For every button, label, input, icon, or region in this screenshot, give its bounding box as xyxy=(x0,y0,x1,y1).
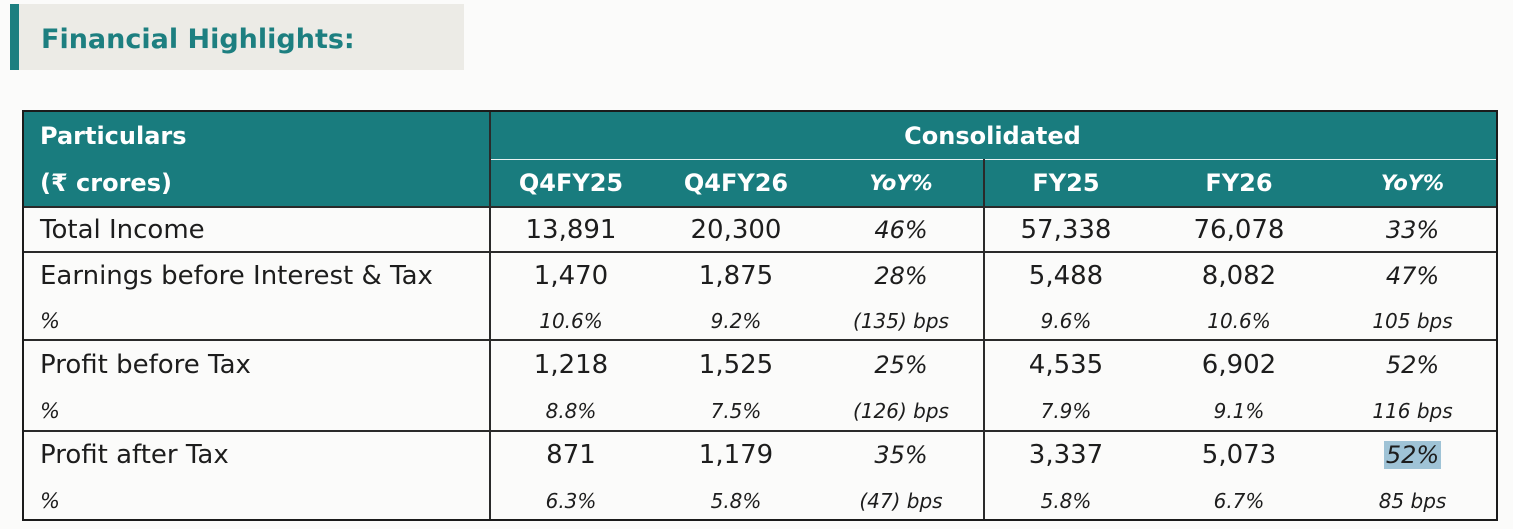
cell-pbt-margin-yoy-quarter: (126) bps xyxy=(853,399,949,423)
cell-pat-margin-yoy-quarter: (47) bps xyxy=(859,488,943,513)
row-sublabel-pbt-margin: % xyxy=(40,399,60,423)
cell-pbt-q4fy26: 1,525 xyxy=(698,349,774,380)
header-col-yoy-year: YoY% xyxy=(1329,159,1496,206)
cell-total-income-yoy-year: 33% xyxy=(1385,215,1440,244)
cell-total-income-fy25: 57,338 xyxy=(1020,214,1112,245)
divider-row-3 xyxy=(24,430,1496,432)
divider-row-2 xyxy=(24,339,1496,341)
divider-header xyxy=(24,206,1496,208)
row-label-pbt: Profit before Tax xyxy=(40,349,251,380)
divider-particulars xyxy=(489,112,491,519)
section-heading: Financial Highlights: xyxy=(41,24,355,55)
header-col-yoy-quarter: YoY% xyxy=(819,159,983,206)
row-label-ebit: Earnings before Interest & Tax xyxy=(40,261,433,291)
section-heading-box: Financial Highlights: xyxy=(10,4,464,70)
cell-pat-fy26: 5,073 xyxy=(1201,440,1277,470)
financial-highlights-table: Particulars (₹ crores) Consolidated Q4FY… xyxy=(22,110,1498,521)
cell-pat-margin-fy26: 6.7% xyxy=(1213,488,1265,513)
cell-pbt-margin-yoy-year: 116 bps xyxy=(1372,399,1453,423)
cell-pbt-q4fy25: 1,218 xyxy=(533,349,609,380)
header-divider xyxy=(489,159,1496,160)
cell-pat-margin-q4fy25: 6.3% xyxy=(545,488,597,513)
cell-pat-yoy-year: 52% xyxy=(1329,432,1496,478)
cell-total-income-q4fy25: 13,891 xyxy=(525,214,617,245)
cell-pat-yoy-quarter: 35% xyxy=(874,441,928,469)
cell-pat-margin-q4fy26: 5.8% xyxy=(710,488,762,513)
row-label-pat: Profit after Tax xyxy=(40,440,229,470)
header-consolidated: Consolidated xyxy=(489,112,1496,159)
header-col-q4fy25: Q4FY25 xyxy=(489,159,653,206)
header-particulars: Particulars xyxy=(24,112,489,159)
cell-total-income-q4fy26: 20,300 xyxy=(690,214,782,245)
row-sublabel-ebit-margin: % xyxy=(40,308,60,333)
cell-pat-q4fy26: 1,179 xyxy=(698,440,774,470)
cell-ebit-q4fy25: 1,470 xyxy=(533,261,609,291)
header-col-fy26: FY26 xyxy=(1149,159,1329,206)
cell-ebit-margin-q4fy25: 10.6% xyxy=(539,308,603,333)
cell-pbt-margin-q4fy25: 8.8% xyxy=(545,399,597,423)
cell-pbt-fy26: 6,902 xyxy=(1201,349,1277,380)
divider-row-1 xyxy=(24,251,1496,253)
cell-ebit-margin-yoy-year: 105 bps xyxy=(1372,308,1453,333)
cell-pat-margin-yoy-year: 85 bps xyxy=(1378,488,1447,513)
cell-pbt-yoy-year: 52% xyxy=(1385,350,1440,379)
row-sublabel-pat-margin: % xyxy=(40,488,60,513)
cell-pbt-margin-fy25: 7.9% xyxy=(1040,399,1092,423)
row-label-total-income: Total Income xyxy=(40,214,205,245)
cell-total-income-fy26: 76,078 xyxy=(1193,214,1285,245)
header-col-fy25: FY25 xyxy=(983,159,1149,206)
cell-pbt-yoy-quarter: 25% xyxy=(874,350,928,379)
cell-pbt-margin-fy26: 9.1% xyxy=(1213,399,1265,423)
cell-pat-fy25: 3,337 xyxy=(1028,440,1104,470)
cell-ebit-margin-yoy-quarter: (135) bps xyxy=(853,308,949,333)
cell-ebit-fy26: 8,082 xyxy=(1201,261,1277,291)
cell-total-income-yoy-quarter: 46% xyxy=(874,215,928,244)
cell-pat-q4fy25: 871 xyxy=(546,440,596,470)
cell-ebit-margin-fy25: 9.6% xyxy=(1040,308,1092,333)
cell-pbt-margin-q4fy26: 7.5% xyxy=(710,399,762,423)
cell-pbt-fy25: 4,535 xyxy=(1028,349,1104,380)
highlighted-value: 52% xyxy=(1383,441,1442,469)
cell-ebit-q4fy26: 1,875 xyxy=(698,261,774,291)
cell-ebit-margin-q4fy26: 9.2% xyxy=(710,308,762,333)
cell-ebit-margin-fy26: 10.6% xyxy=(1207,308,1271,333)
cell-ebit-yoy-quarter: 28% xyxy=(874,262,928,290)
cell-ebit-fy25: 5,488 xyxy=(1028,261,1104,291)
cell-ebit-yoy-year: 47% xyxy=(1385,262,1440,290)
header-col-q4fy26: Q4FY26 xyxy=(653,159,819,206)
cell-pat-margin-fy25: 5.8% xyxy=(1040,488,1092,513)
header-unit: (₹ crores) xyxy=(24,159,489,206)
